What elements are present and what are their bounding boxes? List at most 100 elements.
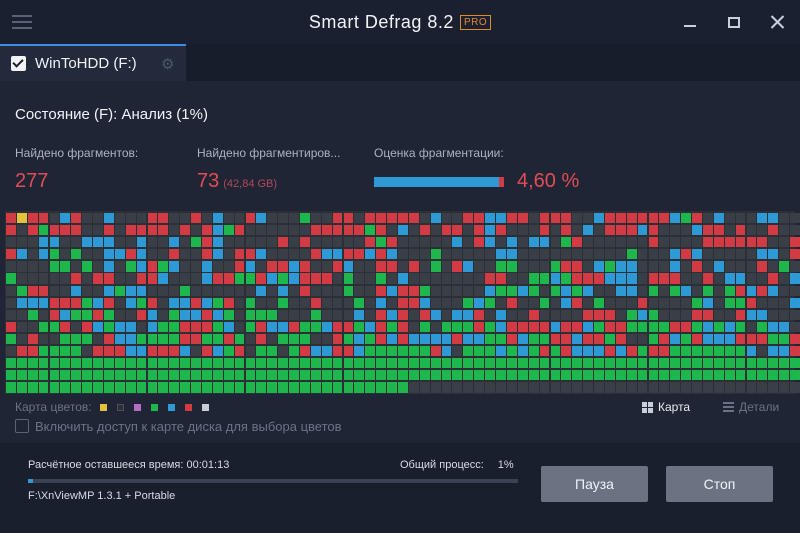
cluster-block: [343, 213, 354, 224]
cluster-block: [354, 237, 365, 248]
cluster-block: [245, 382, 256, 393]
cluster-block: [343, 273, 354, 284]
cluster-block: [485, 346, 495, 357]
cluster-block: [572, 309, 583, 320]
cluster-block: [702, 358, 713, 369]
cluster-block: [354, 225, 365, 236]
cluster-block: [234, 309, 245, 320]
cluster-block: [6, 285, 16, 296]
cluster-block: [202, 333, 212, 345]
minimize-icon[interactable]: [678, 10, 702, 34]
cluster-block: [452, 225, 463, 236]
cluster-block: [38, 346, 49, 357]
details-view-button[interactable]: Детали: [723, 400, 779, 414]
cluster-block: [779, 261, 789, 272]
cluster-block: [735, 249, 746, 260]
cluster-block: [267, 213, 278, 224]
cluster-block: [539, 333, 550, 345]
cluster-block: [38, 213, 49, 224]
drive-checkbox[interactable]: [11, 56, 26, 71]
cluster-block: [692, 285, 702, 296]
cluster-block: [245, 333, 256, 345]
cluster-block: [147, 213, 158, 224]
cluster-block: [757, 382, 768, 393]
drive-tab[interactable]: WinToHDD (F:) ⚙: [0, 44, 186, 81]
cluster-block: [637, 346, 648, 357]
cluster-block: [681, 370, 691, 381]
cluster-block: [16, 346, 27, 357]
cluster-block: [615, 225, 626, 236]
cluster-block: [71, 225, 82, 236]
cluster-block: [223, 309, 234, 320]
cluster-block: [300, 321, 310, 333]
cluster-block: [234, 358, 245, 369]
cluster-block: [768, 370, 779, 381]
cluster-block: [71, 297, 82, 308]
cluster-block: [38, 225, 49, 236]
hamburger-menu-icon[interactable]: [12, 15, 32, 29]
cluster-block: [321, 237, 332, 248]
gear-icon[interactable]: ⚙: [161, 56, 175, 73]
cluster-block: [735, 346, 746, 357]
cluster-block: [223, 346, 234, 357]
cluster-block: [223, 237, 234, 248]
cluster-block: [321, 225, 332, 236]
cluster-block: [724, 225, 735, 236]
color-access-checkbox[interactable]: [15, 419, 29, 433]
cluster-block: [365, 358, 376, 369]
map-view-button[interactable]: Карта: [642, 400, 690, 414]
cluster-block: [16, 237, 27, 248]
cluster-block: [463, 261, 474, 272]
cluster-block: [6, 321, 16, 333]
close-icon[interactable]: [766, 10, 790, 34]
cluster-block: [746, 273, 757, 284]
cluster-block: [757, 309, 768, 320]
cluster-block: [659, 333, 670, 345]
cluster-block: [506, 346, 517, 357]
cluster-block: [310, 213, 321, 224]
cluster-block: [60, 225, 71, 236]
cluster-block: [332, 321, 343, 333]
cluster-block: [365, 309, 376, 320]
cluster-block: [147, 285, 158, 296]
cluster-block: [441, 358, 452, 369]
cluster-block: [114, 333, 125, 345]
cluster-block: [430, 333, 441, 345]
cluster-block: [615, 333, 626, 345]
cluster-block: [561, 333, 572, 345]
cluster-block: [158, 213, 169, 224]
cluster-block: [202, 346, 212, 357]
cluster-block: [713, 249, 724, 260]
cluster-block: [82, 358, 93, 369]
cluster-block: [234, 285, 245, 296]
cluster-block: [71, 358, 82, 369]
cluster-block: [387, 213, 397, 224]
cluster-block: [670, 249, 681, 260]
cluster-block: [408, 273, 419, 284]
cluster-block: [517, 249, 528, 260]
cluster-block: [16, 370, 27, 381]
cluster-block: [6, 358, 16, 369]
pause-button[interactable]: Пауза: [541, 466, 648, 502]
cluster-block: [583, 309, 593, 320]
cluster-block: [572, 370, 583, 381]
stop-button[interactable]: Стоп: [666, 466, 773, 502]
cluster-block: [615, 273, 626, 284]
cluster-block: [60, 358, 71, 369]
cluster-block: [702, 370, 713, 381]
cluster-block: [637, 249, 648, 260]
maximize-icon[interactable]: [722, 10, 746, 34]
cluster-block: [147, 382, 158, 393]
cluster-block: [267, 285, 278, 296]
cluster-block: [387, 370, 397, 381]
cluster-block: [441, 382, 452, 393]
cluster-block: [125, 249, 136, 260]
cluster-block: [234, 346, 245, 357]
cluster-block: [681, 261, 691, 272]
cluster-block: [104, 297, 114, 308]
cluster-block: [572, 321, 583, 333]
cluster-block: [6, 382, 16, 393]
cluster-block: [343, 285, 354, 296]
cluster-block: [648, 382, 659, 393]
drive-tab-label: WinToHDD (F:): [35, 55, 137, 72]
